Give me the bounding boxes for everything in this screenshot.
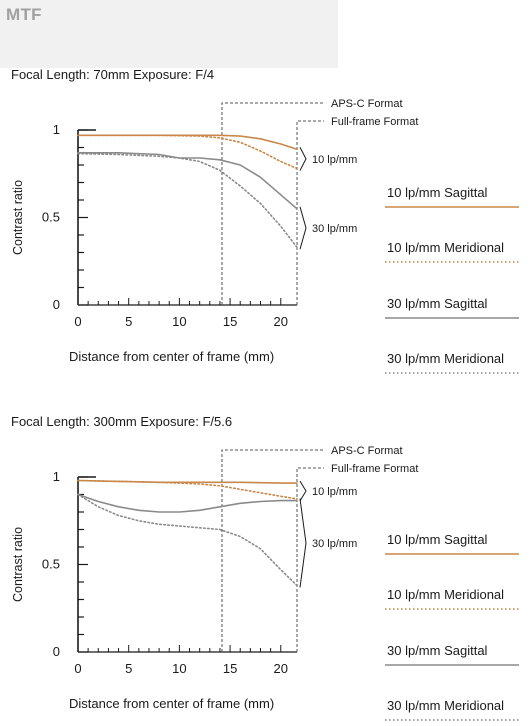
- x-axis-label: Distance from center of frame (mm): [69, 349, 274, 364]
- x-tick-label: 20: [274, 314, 288, 329]
- y-tick-label: 0: [53, 644, 60, 659]
- series-line-10-lp-mm-meridional: [77, 134, 298, 170]
- series-line-30-lp-mm-meridional: [77, 493, 298, 587]
- mtf-chart-300mm: Focal Length: 300mm Exposure: F/5.6 0 0.5 1…: [11, 414, 519, 721]
- x-tick-label: 15: [223, 661, 237, 676]
- lp-bracket: [299, 206, 307, 250]
- format-guide-label: APS-C Format: [331, 98, 403, 110]
- y-axis-label: Contrast ratio: [11, 180, 25, 255]
- series-line-30-lp-mm-meridional: [77, 152, 298, 249]
- lp-bracket-label: 30 lp/mm: [312, 538, 357, 550]
- y-tick-label: 0.5: [42, 557, 60, 572]
- format-guide-line: [296, 120, 324, 305]
- legend-label: 10 lp/mm Meridional: [387, 587, 504, 602]
- series-line-10-lp-mm-sagittal: [77, 134, 298, 151]
- legend-label: 30 lp/mm Sagittal: [387, 643, 488, 658]
- x-tick-label: 20: [274, 661, 288, 676]
- legend-label: 10 lp/mm Sagittal: [387, 532, 488, 547]
- y-tick-label: 0.5: [42, 210, 60, 225]
- series-line-30-lp-mm-sagittal: [77, 493, 298, 513]
- x-axis-label: Distance from center of frame (mm): [69, 696, 274, 711]
- x-tick-label: 0: [74, 314, 81, 329]
- y-axis-label: Contrast ratio: [11, 527, 25, 602]
- y-tick-label: 1: [53, 469, 60, 484]
- legend-label: 10 lp/mm Sagittal: [387, 185, 488, 200]
- y-tick-label: 0: [53, 297, 60, 312]
- lp-bracket: [299, 498, 307, 588]
- format-guide-line: [221, 102, 324, 305]
- format-guide-line: [221, 449, 324, 652]
- legend-label: 30 lp/mm Sagittal: [387, 296, 488, 311]
- format-guide-label: APS-C Format: [331, 445, 403, 457]
- page-title: MTF: [6, 5, 42, 24]
- format-guide-label: Full-frame Format: [331, 116, 418, 128]
- lp-bracket-label: 10 lp/mm: [312, 154, 357, 166]
- format-guide-line: [296, 467, 324, 652]
- lp-bracket-label: 30 lp/mm: [312, 223, 357, 235]
- x-tick-label: 15: [223, 314, 237, 329]
- x-tick-label: 10: [172, 314, 186, 329]
- chart-title: Focal Length: 300mm Exposure: F/5.6: [11, 414, 232, 429]
- chart-title: Focal Length: 70mm Exposure: F/4: [11, 67, 214, 82]
- series-line-10-lp-mm-meridional: [77, 479, 298, 500]
- lp-bracket-label: 10 lp/mm: [312, 486, 357, 498]
- legend-label: 30 lp/mm Meridional: [387, 351, 504, 366]
- lp-bracket: [299, 480, 307, 502]
- legend-label: 30 lp/mm Meridional: [387, 698, 504, 713]
- lp-bracket: [299, 147, 307, 171]
- x-tick-label: 0: [74, 661, 81, 676]
- x-tick-label: 5: [125, 314, 132, 329]
- format-guide-label: Full-frame Format: [331, 463, 418, 475]
- series-line-30-lp-mm-sagittal: [77, 152, 298, 210]
- x-tick-label: 5: [125, 661, 132, 676]
- legend-label: 10 lp/mm Meridional: [387, 240, 504, 255]
- mtf-header: MTF: [0, 0, 338, 68]
- mtf-chart-70mm: Focal Length: 70mm Exposure: F/4 0 0.5 1 Con…: [11, 67, 519, 374]
- y-tick-label: 1: [53, 122, 60, 137]
- x-tick-label: 10: [172, 661, 186, 676]
